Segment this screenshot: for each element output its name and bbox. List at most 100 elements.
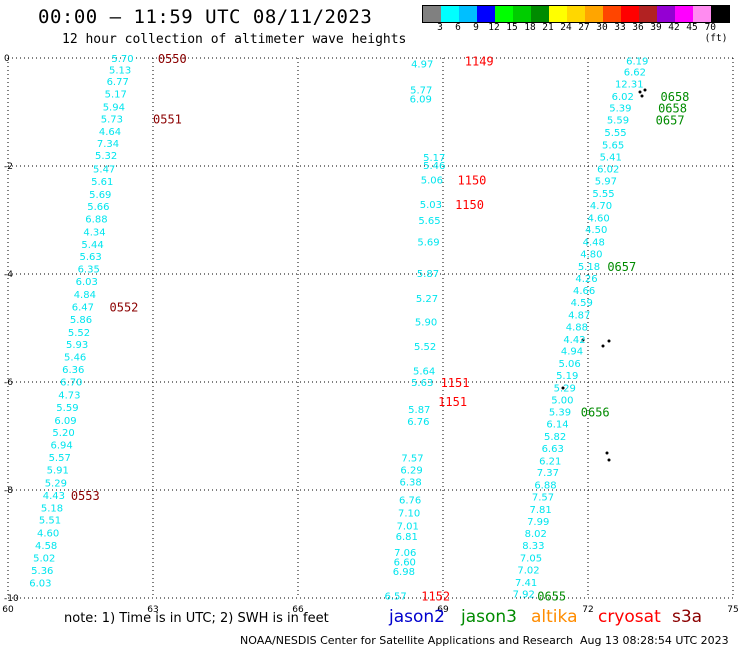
swh-value: 4.73: [58, 390, 80, 401]
colorbar-swatch: [639, 6, 657, 22]
x-tick-label: 72: [582, 605, 593, 615]
swh-value: 5.97: [595, 177, 617, 188]
swh-value: 5.29: [45, 478, 67, 489]
pass-time-label: 0553: [71, 489, 100, 503]
colorbar-swatch: [459, 6, 477, 22]
swh-value: 5.39: [549, 408, 571, 419]
page-subtitle: 12 hour collection of altimeter wave hei…: [62, 32, 407, 47]
swh-value: 6.38: [399, 477, 421, 488]
swh-value: 4.48: [583, 238, 605, 249]
pass-time-label: 0657: [656, 114, 685, 128]
swh-value: 5.69: [89, 190, 111, 201]
swh-value: 4.60: [37, 529, 59, 540]
swh-value: 6.14: [546, 420, 568, 431]
swh-value: 5.65: [418, 216, 440, 227]
swh-value: 5.59: [56, 403, 78, 414]
x-tick-label: 69: [437, 605, 449, 615]
y-tick-label: -6: [4, 378, 13, 388]
swh-value: 5.20: [52, 428, 74, 439]
swh-value: 5.13: [109, 65, 131, 76]
swh-value: 4.42: [563, 335, 585, 346]
land-dot: [607, 458, 611, 462]
swh-value: 7.10: [398, 509, 420, 520]
colorbar-swatch: [675, 6, 693, 22]
credit-text: NOAA/NESDIS Center for Satellite Applica…: [240, 634, 574, 647]
y-tick-label: -8: [4, 486, 13, 496]
swh-value: 5.66: [87, 202, 109, 213]
colorbar-label: 39: [650, 22, 662, 33]
generated-timestamp: Aug 13 08:28:54 UTC 2023: [580, 634, 729, 647]
land-dot: [581, 338, 585, 342]
swh-value: 5.90: [415, 318, 437, 329]
swh-value: 5.52: [414, 342, 436, 353]
swh-value: 5.64: [413, 367, 435, 378]
swh-value: 6.19: [626, 57, 648, 68]
colorbar-label: 15: [506, 22, 518, 33]
pass-time-label: 0551: [153, 112, 182, 126]
colorbar-swatch: [441, 6, 459, 22]
y-tick-label: 0: [4, 54, 10, 64]
swh-value: 5.93: [66, 340, 88, 351]
swh-value: 5.06: [421, 176, 443, 187]
swh-value: 6.88: [85, 214, 107, 225]
swh-value: 5.52: [68, 328, 90, 339]
swh-value: 6.57: [384, 591, 406, 602]
swh-value: 6.03: [76, 277, 98, 288]
pass-time-label: 1151: [441, 376, 470, 390]
swh-value: 7.57: [401, 454, 423, 465]
swh-value: 5.19: [556, 371, 578, 382]
swh-value: 4.97: [411, 59, 433, 70]
page-title: 00:00 – 11:59 UTC 08/11/2023: [38, 6, 373, 28]
colorbar-label: 45: [686, 22, 698, 33]
legend-jason3: jason3: [461, 607, 517, 627]
swh-value: 5.86: [70, 315, 92, 326]
pass-time-label: 0658: [661, 90, 690, 104]
swh-value: 6.81: [396, 532, 418, 543]
swh-value: 5.94: [103, 103, 125, 114]
swh-value: 6.35: [78, 265, 100, 276]
swh-value: 7.02: [517, 565, 539, 576]
swh-value: 7.05: [520, 554, 542, 565]
swh-value: 5.63: [80, 252, 102, 263]
swh-value: 7.92: [513, 590, 535, 601]
colorbar-swatch: [423, 6, 441, 22]
swh-value: 6.36: [62, 365, 84, 376]
colorbar-label: 21: [542, 22, 554, 33]
swh-value: 8.33: [522, 541, 544, 552]
swh-value: 7.99: [527, 517, 549, 528]
colorbar-swatch: [531, 6, 549, 22]
colorbar-label: 6: [455, 22, 461, 33]
swh-value: 6.94: [51, 441, 73, 452]
swh-value: 6.63: [542, 444, 564, 455]
swh-value: 5.36: [31, 566, 53, 577]
colorbar-swatch: [657, 6, 675, 22]
swh-value: 7.01: [397, 522, 419, 533]
land-dot: [640, 94, 644, 98]
swh-value: 5.47: [93, 165, 115, 176]
swh-value: 5.17: [105, 90, 127, 101]
swh-value: 5.87: [417, 269, 439, 280]
swh-value: 8.02: [525, 529, 547, 540]
legend-s3a: s3a: [672, 607, 703, 627]
colorbar-swatch: [477, 6, 495, 22]
colorbar-label: 12: [488, 22, 500, 33]
y-tick-label: -2: [4, 162, 13, 172]
colorbar: [422, 5, 730, 23]
swh-value: 12.31: [615, 79, 644, 90]
swh-value: 4.59: [571, 298, 593, 309]
swh-value: 5.17: [423, 153, 445, 164]
land-dot: [601, 344, 605, 348]
swh-value: 6.09: [54, 416, 76, 427]
swh-value: 6.03: [29, 578, 51, 589]
colorbar-swatch: [693, 6, 711, 22]
swh-value: 4.80: [580, 249, 602, 260]
land-dot: [561, 386, 565, 390]
colorbar-label: 42: [668, 22, 680, 33]
pass-time-label: 0552: [110, 300, 139, 314]
colorbar-label: 9: [473, 22, 479, 33]
pass-time-label: 1149: [465, 55, 494, 69]
pass-time-label: 1150: [455, 198, 484, 212]
pass-time-label: 0550: [158, 52, 187, 66]
colorbar-swatch: [711, 6, 729, 22]
colorbar-label: 3: [437, 22, 443, 33]
